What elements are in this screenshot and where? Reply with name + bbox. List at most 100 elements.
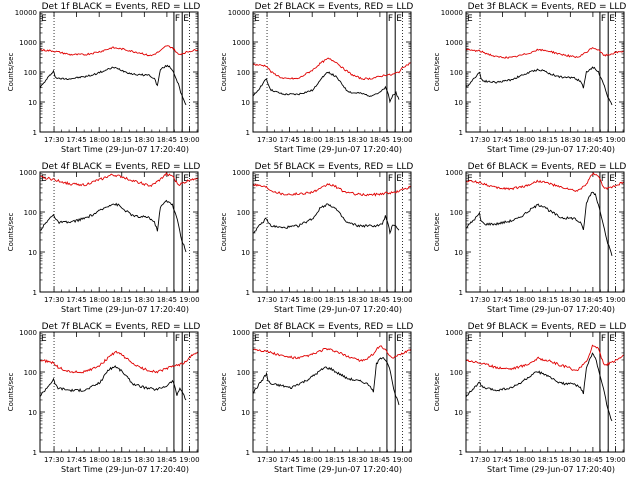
x-tick-label: 17:30 <box>44 456 64 464</box>
x-tick-label: 18:30 <box>347 136 367 144</box>
x-tick-label: 18:45 <box>583 456 603 464</box>
events-series-line <box>40 64 187 106</box>
x-tick-label: 18:15 <box>112 456 132 464</box>
events-series-line <box>253 357 400 406</box>
flag-e-label: E <box>609 334 615 344</box>
panel-6: Det 6f BLACK = Events, RED = LLD Counts/s… <box>433 162 626 314</box>
x-tick-label: 18:00 <box>515 296 535 304</box>
panel-4: Det 4f BLACK = Events, RED = LLD Counts/s… <box>7 162 200 314</box>
x-tick-label: 18:15 <box>538 296 558 304</box>
flag-f-label: F <box>388 14 393 24</box>
panel-title: Det 5f BLACK = Events, RED = LLD <box>255 162 414 172</box>
panel-8: Det 8f BLACK = Events, RED = LLD Counts/s… <box>220 322 413 474</box>
y-tick-label: 100 <box>237 369 250 377</box>
events-series-line <box>466 352 613 422</box>
y-tick-label: 1 <box>33 449 37 457</box>
lld-series-line <box>466 47 624 59</box>
x-tick-label: 17:45 <box>493 456 513 464</box>
flag-e-label: E <box>396 174 402 184</box>
y-axis-label: Counts/sec <box>220 373 228 412</box>
plot-frame <box>465 11 625 133</box>
plot-frame <box>252 11 412 133</box>
x-tick-label: 17:30 <box>44 136 64 144</box>
y-axis-label: Counts/sec <box>433 373 441 412</box>
y-tick-label: 10000 <box>441 9 463 17</box>
panel-title: Det 4f BLACK = Events, RED = LLD <box>42 162 201 172</box>
y-tick-label: 1 <box>246 129 250 137</box>
x-tick-label: 19:00 <box>605 136 625 144</box>
panel-9: Det 9f BLACK = Events, RED = LLD Counts/s… <box>433 322 626 474</box>
x-tick-label: 19:00 <box>392 456 412 464</box>
x-tick-label: 17:45 <box>280 456 300 464</box>
x-tick-label: 18:45 <box>370 296 390 304</box>
flag-f-label: F <box>175 14 180 24</box>
y-tick-label: 10 <box>454 99 463 107</box>
x-tick-label: 17:45 <box>280 136 300 144</box>
y-axis-label: Counts/sec <box>433 53 441 92</box>
y-axis-label: Counts/sec <box>220 53 228 92</box>
y-tick-label: 100 <box>237 209 250 217</box>
panel-title: Det 7f BLACK = Events, RED = LLD <box>42 322 201 332</box>
x-tick-label: 19:00 <box>605 456 625 464</box>
flag-e-label: E <box>183 174 189 184</box>
y-tick-label: 1 <box>459 449 463 457</box>
x-tick-label: 18:30 <box>560 136 580 144</box>
panel-title: Det 3f BLACK = Events, RED = LLD <box>468 2 627 12</box>
y-axis-label: Counts/sec <box>7 373 15 412</box>
events-series-line <box>40 199 187 253</box>
plot-frame <box>252 171 412 293</box>
y-axis-label: Counts/sec <box>7 213 15 252</box>
x-tick-label: 18:45 <box>157 296 177 304</box>
y-tick-label: 1000 <box>232 329 250 337</box>
x-tick-label: 18:00 <box>515 136 535 144</box>
x-tick-label: 17:45 <box>493 136 513 144</box>
y-tick-label: 1000 <box>232 169 250 177</box>
y-tick-label: 100 <box>24 369 37 377</box>
y-axis-label: Counts/sec <box>220 213 228 252</box>
lld-series-line <box>40 172 198 187</box>
x-axis-label: Start Time (29-Jun-07 17:20:40) <box>61 465 189 474</box>
x-tick-label: 19:00 <box>392 296 412 304</box>
x-tick-label: 18:45 <box>157 136 177 144</box>
y-tick-label: 1000 <box>445 329 463 337</box>
flag-e-label: E <box>254 334 260 344</box>
flag-e-label: E <box>41 174 47 184</box>
y-tick-label: 1 <box>459 289 463 297</box>
lld-series-line <box>40 45 198 57</box>
flag-e-label: E <box>396 334 402 344</box>
panel-title: Det 9f BLACK = Events, RED = LLD <box>468 322 627 332</box>
flag-e-label: E <box>467 14 473 24</box>
x-tick-label: 18:30 <box>560 456 580 464</box>
plot-frame <box>465 171 625 293</box>
y-tick-label: 1000 <box>445 169 463 177</box>
x-tick-label: 18:30 <box>134 456 154 464</box>
y-tick-label: 100 <box>450 209 463 217</box>
x-tick-label: 18:15 <box>112 296 132 304</box>
y-tick-label: 10 <box>454 409 463 417</box>
y-tick-label: 1000 <box>445 39 463 47</box>
x-tick-label: 18:00 <box>89 296 109 304</box>
x-tick-label: 18:00 <box>302 456 322 464</box>
panel-7: Det 7f BLACK = Events, RED = LLD Counts/s… <box>7 322 200 474</box>
y-tick-label: 1000 <box>19 39 37 47</box>
flag-f-label: F <box>601 334 606 344</box>
y-tick-label: 1 <box>246 449 250 457</box>
panel-title: Det 8f BLACK = Events, RED = LLD <box>255 322 414 332</box>
x-tick-label: 17:30 <box>257 136 277 144</box>
x-tick-label: 18:15 <box>112 136 132 144</box>
y-tick-label: 10 <box>241 99 250 107</box>
y-tick-label: 100 <box>450 69 463 77</box>
y-tick-label: 10000 <box>15 9 37 17</box>
events-series-line <box>466 191 613 257</box>
x-tick-label: 19:00 <box>392 136 412 144</box>
x-tick-label: 18:15 <box>538 456 558 464</box>
flag-e-label: E <box>609 14 615 24</box>
y-tick-label: 100 <box>237 69 250 77</box>
x-tick-label: 18:15 <box>538 136 558 144</box>
x-tick-label: 17:45 <box>493 296 513 304</box>
x-axis-label: Start Time (29-Jun-07 17:20:40) <box>61 305 189 314</box>
plot-frame <box>39 331 199 453</box>
flag-e-label: E <box>41 334 47 344</box>
x-tick-label: 17:45 <box>67 296 87 304</box>
y-tick-label: 1000 <box>19 329 37 337</box>
